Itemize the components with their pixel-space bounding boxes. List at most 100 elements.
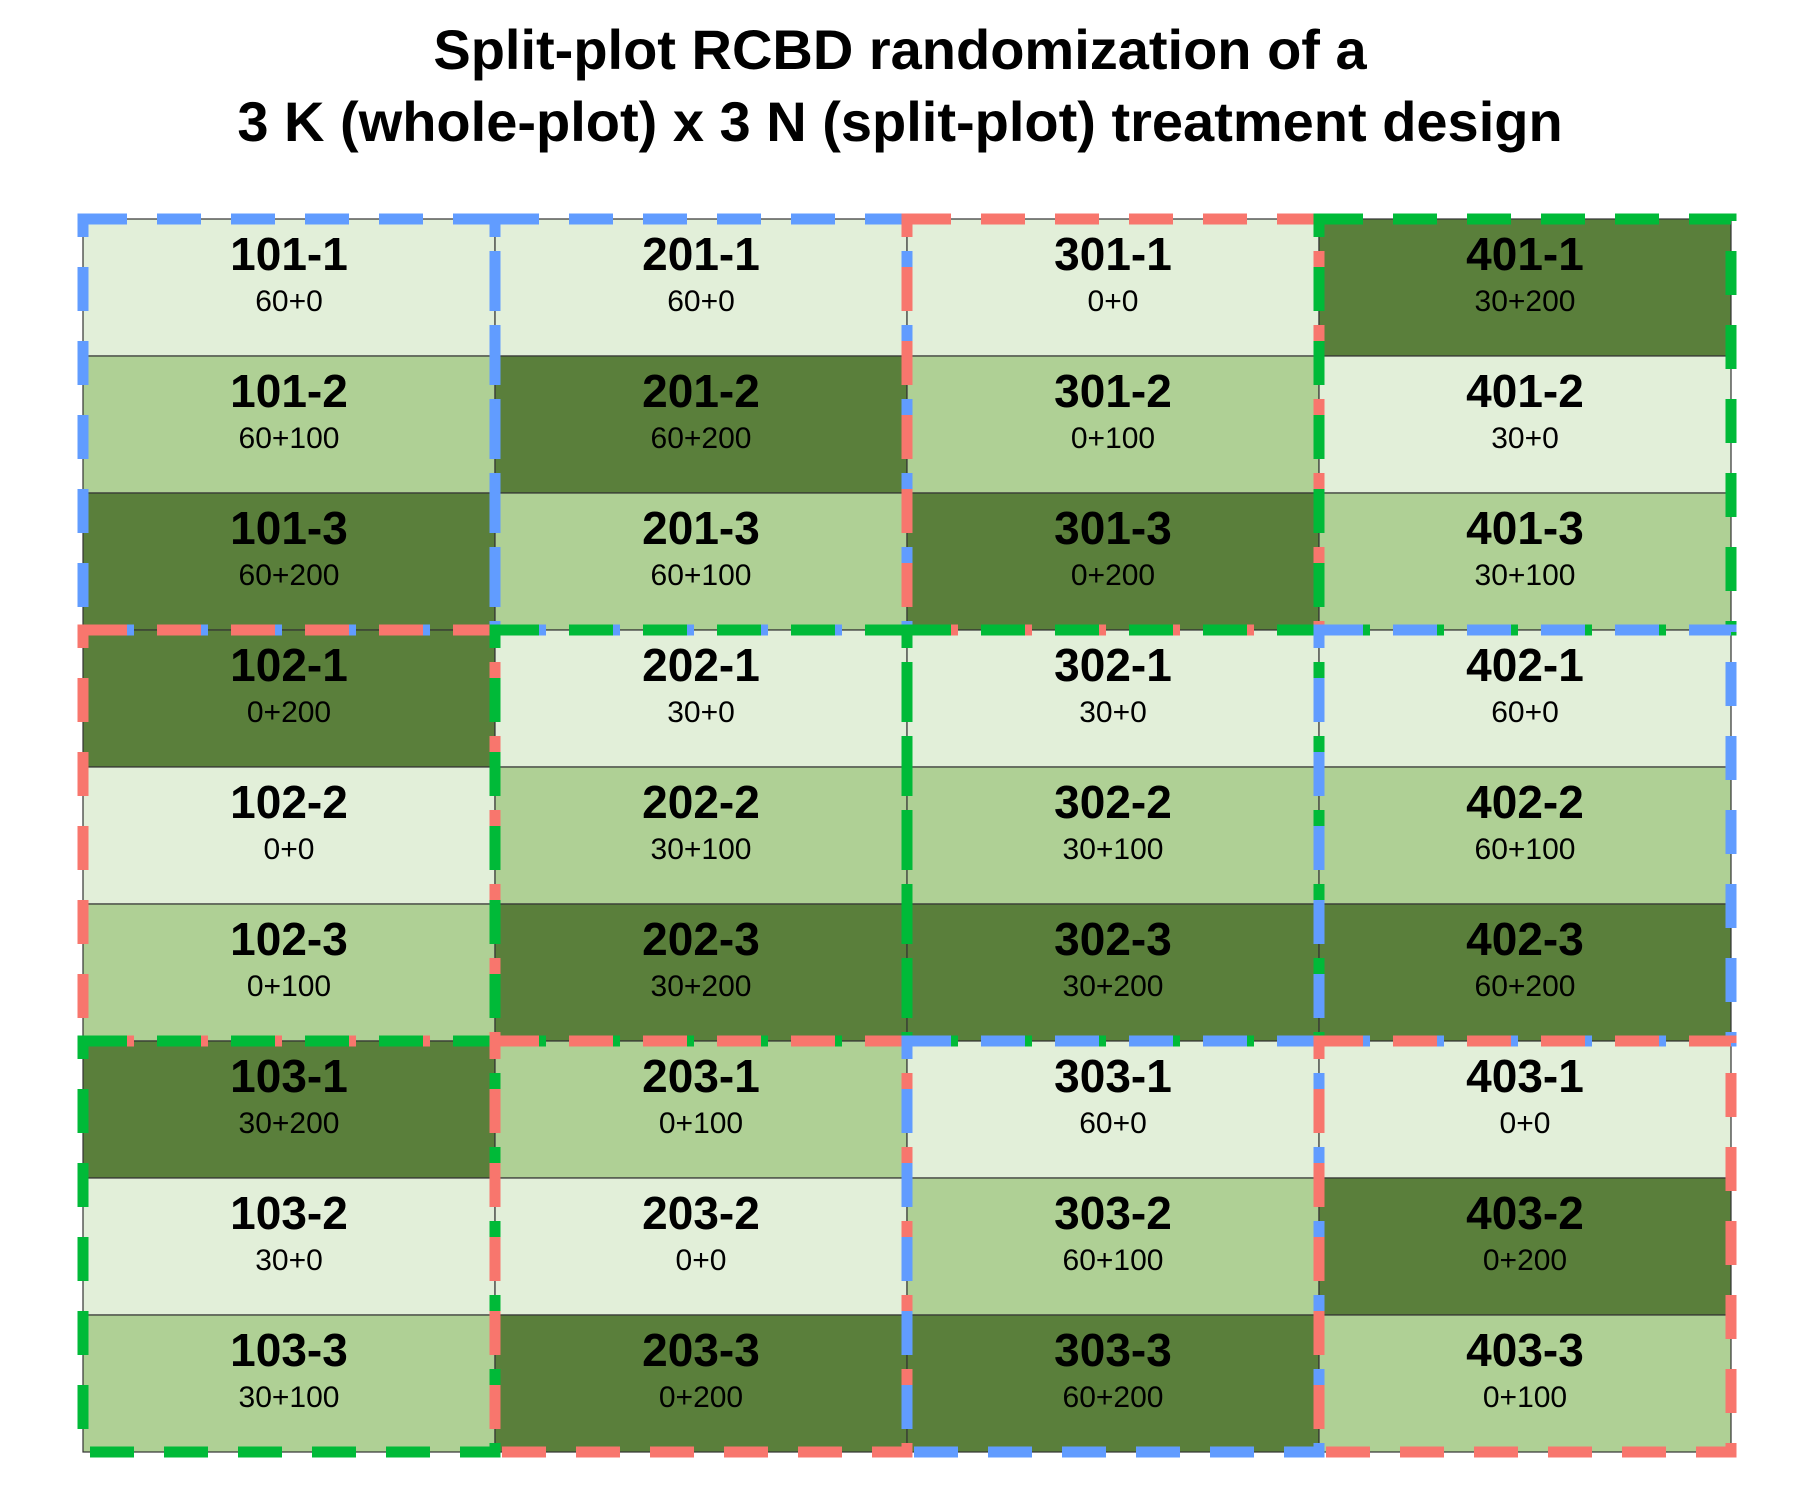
subplot-cell: 202-2 30+100 [494, 766, 908, 905]
subplot-id-label: 302-3 [1054, 913, 1172, 965]
subplot-id-label: 303-3 [1054, 1324, 1172, 1376]
subplot-cell-fill [906, 218, 1320, 357]
treatment-label: 60+0 [667, 285, 735, 318]
subplot-cell: 301-2 0+100 [906, 355, 1320, 494]
subplot-id-label: 303-2 [1054, 1187, 1172, 1239]
subplot-cell-fill [82, 492, 496, 631]
whole-plot-border [1313, 624, 1737, 1047]
subplot-cell-fill [906, 1177, 1320, 1316]
subplot-id-label: 103-3 [230, 1324, 348, 1376]
subplot-cell: 103-2 30+0 [82, 1177, 496, 1316]
subplot-id-label: 201-2 [642, 365, 760, 417]
subplot-cell: 101-3 60+200 [82, 492, 496, 631]
subplot-id-label: 402-3 [1466, 913, 1584, 965]
treatment-label: 0+200 [1483, 1244, 1567, 1277]
subplot-cells: 101-1 60+0 101-2 60+100 101-3 60+200 102-1 0+20… [82, 218, 1732, 1453]
subplot-id-label: 201-1 [642, 228, 760, 280]
subplot-cell-fill [82, 1177, 496, 1316]
subplot-cell: 403-2 0+200 [1318, 1177, 1732, 1316]
subplot-id-label: 301-1 [1054, 228, 1172, 280]
whole-plot-border [1313, 213, 1737, 636]
subplot-cell: 302-3 30+200 [906, 903, 1320, 1042]
subplot-id-label: 103-1 [230, 1050, 348, 1102]
subplot-cell-fill [1318, 492, 1732, 631]
subplot-id-label: 403-3 [1466, 1324, 1584, 1376]
subplot-cell: 403-1 0+0 [1318, 1040, 1732, 1179]
subplot-cell: 201-2 60+200 [494, 355, 908, 494]
subplot-cell-fill [82, 903, 496, 1042]
subplot-cell: 403-3 0+100 [1318, 1314, 1732, 1453]
subplot-cell: 101-2 60+100 [82, 355, 496, 494]
treatment-label: 30+0 [1079, 696, 1147, 729]
subplot-cell-fill [82, 1040, 496, 1179]
subplot-cell-fill [906, 492, 1320, 631]
subplot-cell: 303-3 60+200 [906, 1314, 1320, 1453]
subplot-cell-fill [1318, 1314, 1732, 1453]
subplot-cell-fill [906, 766, 1320, 905]
subplot-id-label: 202-3 [642, 913, 760, 965]
treatment-label: 0+0 [1500, 1107, 1551, 1140]
treatment-label: 60+0 [1079, 1107, 1147, 1140]
treatment-label: 60+100 [239, 422, 340, 455]
subplot-cell-fill [82, 218, 496, 357]
subplot-cell: 103-3 30+100 [82, 1314, 496, 1453]
treatment-label: 60+200 [1475, 970, 1576, 1003]
treatment-label: 60+200 [239, 559, 340, 592]
subplot-id-label: 401-1 [1466, 228, 1584, 280]
treatment-label: 30+200 [1063, 970, 1164, 1003]
treatment-label: 30+100 [239, 1381, 340, 1414]
subplot-id-label: 302-2 [1054, 776, 1172, 828]
treatment-label: 60+200 [1063, 1381, 1164, 1414]
subplot-id-label: 401-3 [1466, 502, 1584, 554]
subplot-cell-fill [1318, 629, 1732, 768]
treatment-label: 60+100 [651, 559, 752, 592]
whole-plot-borders [77, 213, 1737, 1458]
subplot-cell: 202-3 30+200 [494, 903, 908, 1042]
subplot-cell: 103-1 30+200 [82, 1040, 496, 1179]
subplot-id-label: 101-1 [230, 228, 348, 280]
subplot-cell: 303-2 60+100 [906, 1177, 1320, 1316]
treatment-label: 30+100 [1063, 833, 1164, 866]
subplot-cell-fill [1318, 903, 1732, 1042]
subplot-cell-fill [494, 903, 908, 1042]
subplot-id-label: 103-2 [230, 1187, 348, 1239]
subplot-cell-fill [906, 1314, 1320, 1453]
subplot-cell: 102-3 0+100 [82, 903, 496, 1042]
subplot-id-label: 202-1 [642, 639, 760, 691]
treatment-label: 30+0 [667, 696, 735, 729]
subplot-cell: 301-1 0+0 [906, 218, 1320, 357]
subplot-cell: 303-1 60+0 [906, 1040, 1320, 1179]
treatment-label: 30+100 [651, 833, 752, 866]
treatment-label: 0+200 [659, 1381, 743, 1414]
subplot-cell-fill [494, 1314, 908, 1453]
treatment-label: 0+0 [1088, 285, 1139, 318]
subplot-cell: 203-2 0+0 [494, 1177, 908, 1316]
subplot-id-label: 101-2 [230, 365, 348, 417]
subplot-cell-fill [494, 1040, 908, 1179]
treatment-label: 60+100 [1475, 833, 1576, 866]
treatment-label: 30+200 [1475, 285, 1576, 318]
treatment-label: 60+200 [651, 422, 752, 455]
subplot-cell: 401-2 30+0 [1318, 355, 1732, 494]
subplot-id-label: 303-1 [1054, 1050, 1172, 1102]
subplot-cell-fill [1318, 1040, 1732, 1179]
subplot-cell: 201-3 60+100 [494, 492, 908, 631]
subplot-id-label: 203-2 [642, 1187, 760, 1239]
whole-plot-border [1313, 1035, 1737, 1458]
subplot-cell-fill [82, 355, 496, 494]
treatment-label: 60+0 [1491, 696, 1559, 729]
subplot-id-label: 202-2 [642, 776, 760, 828]
treatment-label: 0+100 [1483, 1381, 1567, 1414]
subplot-cell: 202-1 30+0 [494, 629, 908, 768]
treatment-label: 30+200 [239, 1107, 340, 1140]
treatment-label: 0+100 [1071, 422, 1155, 455]
chart-title: Split-plot RCBD randomization of a 3 K (… [0, 14, 1800, 158]
subplot-cell-fill [82, 629, 496, 768]
subplot-id-label: 101-3 [230, 502, 348, 554]
subplot-cell: 402-1 60+0 [1318, 629, 1732, 768]
subplot-id-label: 203-1 [642, 1050, 760, 1102]
subplot-cell: 203-1 0+100 [494, 1040, 908, 1179]
subplot-cell: 302-2 30+100 [906, 766, 1320, 905]
subplot-id-label: 403-2 [1466, 1187, 1584, 1239]
subplot-id-label: 203-3 [642, 1324, 760, 1376]
